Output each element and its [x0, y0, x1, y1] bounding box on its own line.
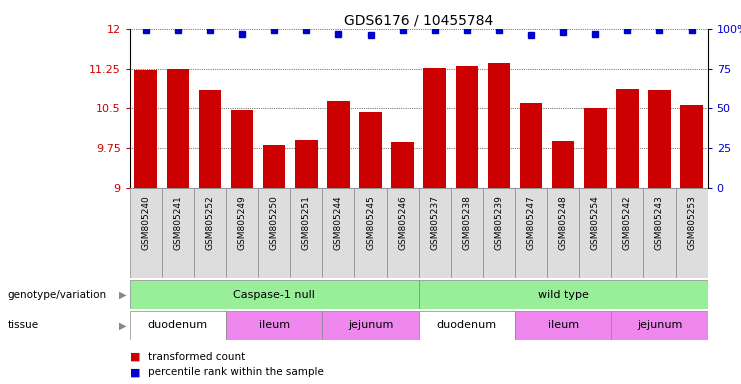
Text: GSM805241: GSM805241 [173, 195, 182, 250]
Bar [552, 141, 574, 188]
Text: GSM805248: GSM805248 [559, 195, 568, 250]
Bar [419, 280, 708, 309]
Text: ileum: ileum [548, 320, 579, 331]
Bar [456, 66, 478, 188]
Bar [584, 109, 606, 188]
Bar [290, 188, 322, 278]
Bar [515, 188, 547, 278]
Bar [391, 142, 414, 188]
Text: duodenum: duodenum [436, 320, 497, 331]
Bar [226, 188, 258, 278]
Bar [258, 188, 290, 278]
Bar [231, 110, 253, 188]
Text: GSM805246: GSM805246 [398, 195, 407, 250]
Bar [134, 70, 157, 188]
Text: GSM805240: GSM805240 [142, 195, 150, 250]
Bar [483, 188, 515, 278]
Bar [451, 188, 483, 278]
Text: ▶: ▶ [119, 290, 126, 300]
Text: GSM805239: GSM805239 [494, 195, 503, 250]
Bar [167, 69, 189, 188]
Text: Caspase-1 null: Caspase-1 null [233, 290, 315, 300]
Bar [611, 188, 643, 278]
Text: GSM805237: GSM805237 [431, 195, 439, 250]
Text: ■: ■ [130, 367, 140, 377]
Text: jejunum: jejunum [348, 320, 393, 331]
Text: GSM805254: GSM805254 [591, 195, 599, 250]
Bar [130, 280, 419, 309]
Bar [263, 145, 285, 188]
Text: percentile rank within the sample: percentile rank within the sample [148, 367, 324, 377]
Text: transformed count: transformed count [148, 352, 245, 362]
Bar [547, 188, 579, 278]
Text: ▶: ▶ [119, 320, 126, 331]
Text: wild type: wild type [538, 290, 588, 300]
Bar [130, 311, 226, 340]
Bar [354, 188, 387, 278]
Text: genotype/variation: genotype/variation [7, 290, 107, 300]
Bar [359, 112, 382, 188]
Bar [424, 68, 446, 188]
Bar [611, 311, 708, 340]
Text: tissue: tissue [7, 320, 39, 331]
Text: jejunum: jejunum [637, 320, 682, 331]
Text: GSM805244: GSM805244 [334, 195, 343, 250]
Title: GDS6176 / 10455784: GDS6176 / 10455784 [344, 14, 494, 28]
Bar [579, 188, 611, 278]
Bar [328, 101, 350, 188]
Bar [676, 188, 708, 278]
Bar [520, 103, 542, 188]
Bar [648, 90, 671, 188]
Text: ileum: ileum [259, 320, 290, 331]
Bar [322, 311, 419, 340]
Bar [643, 188, 676, 278]
Bar [419, 188, 451, 278]
Bar [387, 188, 419, 278]
Text: GSM805251: GSM805251 [302, 195, 310, 250]
Bar [617, 89, 639, 188]
Bar [488, 63, 511, 188]
Bar [515, 311, 611, 340]
Bar [226, 311, 322, 340]
Text: GSM805249: GSM805249 [238, 195, 247, 250]
Text: GSM805243: GSM805243 [655, 195, 664, 250]
Bar [322, 188, 354, 278]
Bar [680, 105, 702, 188]
Bar [295, 141, 318, 188]
Text: GSM805250: GSM805250 [270, 195, 279, 250]
Bar [194, 188, 226, 278]
Bar [162, 188, 194, 278]
Text: GSM805242: GSM805242 [623, 195, 632, 250]
Bar [419, 311, 515, 340]
Text: GSM805253: GSM805253 [687, 195, 696, 250]
Text: GSM805247: GSM805247 [527, 195, 536, 250]
Text: ■: ■ [130, 352, 140, 362]
Bar [130, 188, 162, 278]
Text: GSM805252: GSM805252 [205, 195, 214, 250]
Text: GSM805245: GSM805245 [366, 195, 375, 250]
Bar [199, 90, 221, 188]
Text: duodenum: duodenum [147, 320, 208, 331]
Text: GSM805238: GSM805238 [462, 195, 471, 250]
